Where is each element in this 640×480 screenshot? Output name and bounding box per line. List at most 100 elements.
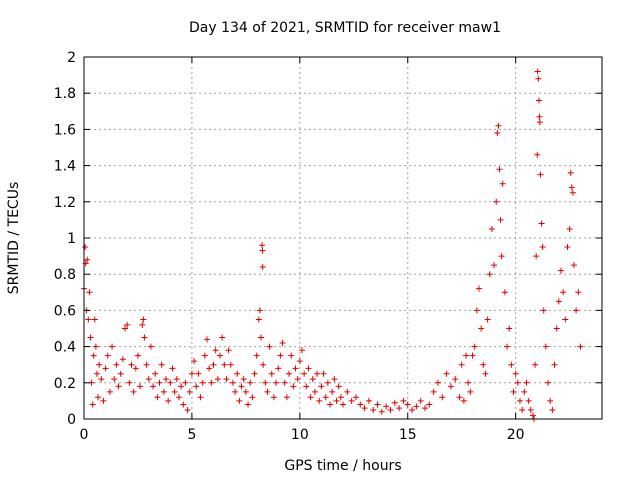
- data-point: [564, 244, 571, 251]
- y-tick-label: 0.8: [54, 267, 76, 283]
- data-points: [81, 68, 584, 422]
- data-point: [259, 247, 266, 254]
- data-point: [383, 403, 390, 410]
- data-point: [348, 397, 355, 404]
- axis-ticks: [83, 56, 602, 420]
- data-point: [471, 343, 478, 350]
- data-point: [320, 370, 327, 377]
- data-point: [575, 289, 582, 296]
- data-point: [96, 361, 103, 368]
- data-point: [504, 343, 511, 350]
- data-point: [165, 397, 172, 404]
- data-point: [311, 388, 318, 395]
- data-point: [318, 383, 325, 390]
- data-point: [240, 376, 247, 383]
- data-point: [191, 358, 198, 365]
- data-point: [365, 397, 372, 404]
- data-point: [225, 347, 232, 354]
- data-point: [566, 225, 573, 232]
- data-point: [562, 316, 569, 323]
- data-point: [128, 361, 135, 368]
- data-point: [536, 113, 543, 120]
- data-point: [523, 379, 530, 386]
- x-tick-labels: 0 5 10 15 20: [80, 427, 525, 443]
- data-point: [514, 379, 521, 386]
- x-tick-label: 5: [187, 427, 196, 443]
- data-point: [167, 379, 174, 386]
- data-point: [255, 316, 262, 323]
- data-point: [496, 166, 503, 173]
- y-tick-label: 1.6: [54, 122, 76, 138]
- data-point: [249, 394, 256, 401]
- data-point: [260, 361, 267, 368]
- y-axis-label: SRMTID / TECUs: [6, 182, 22, 295]
- data-point: [426, 401, 433, 408]
- data-point: [473, 307, 480, 314]
- data-point: [245, 401, 252, 408]
- data-point: [409, 406, 416, 413]
- data-point: [404, 401, 411, 408]
- data-point: [486, 271, 493, 278]
- data-point: [529, 412, 536, 419]
- data-point: [303, 383, 310, 390]
- data-point: [251, 370, 258, 377]
- data-point: [89, 401, 96, 408]
- data-point: [512, 370, 519, 377]
- data-point: [150, 383, 157, 390]
- data-point: [361, 405, 368, 412]
- data-point: [188, 370, 195, 377]
- data-point: [452, 376, 459, 383]
- data-point: [132, 365, 139, 372]
- data-point: [439, 394, 446, 401]
- data-point: [534, 68, 541, 75]
- data-point: [214, 376, 221, 383]
- data-point: [292, 365, 299, 372]
- data-point: [227, 361, 234, 368]
- data-point: [290, 383, 297, 390]
- data-point: [456, 394, 463, 401]
- data-point: [331, 376, 338, 383]
- data-point: [193, 383, 200, 390]
- data-point: [184, 406, 191, 413]
- data-point: [156, 379, 163, 386]
- data-point: [286, 370, 293, 377]
- data-point: [266, 343, 273, 350]
- data-point: [201, 352, 208, 359]
- data-point: [539, 244, 546, 251]
- y-tick-label: 0: [67, 412, 76, 428]
- data-point: [275, 365, 282, 372]
- data-point: [314, 370, 321, 377]
- data-point: [171, 388, 178, 395]
- data-point: [236, 397, 243, 404]
- data-point: [357, 401, 364, 408]
- data-point: [117, 370, 124, 377]
- data-point: [327, 401, 334, 408]
- data-point: [322, 394, 329, 401]
- data-point: [238, 383, 245, 390]
- data-point: [219, 334, 226, 341]
- data-point: [573, 307, 580, 314]
- data-point: [147, 343, 154, 350]
- data-point: [309, 376, 316, 383]
- data-point: [337, 394, 344, 401]
- data-point: [469, 352, 476, 359]
- data-point: [87, 334, 94, 341]
- data-point: [277, 352, 284, 359]
- data-point: [465, 379, 472, 386]
- y-tick-label: 1.4: [54, 159, 76, 175]
- data-point: [447, 383, 454, 390]
- data-point: [537, 171, 544, 178]
- data-point: [495, 122, 502, 129]
- data-point: [210, 361, 217, 368]
- data-point: [547, 397, 554, 404]
- data-point: [92, 343, 99, 350]
- data-point: [247, 379, 254, 386]
- data-point: [370, 406, 377, 413]
- data-point: [270, 394, 277, 401]
- data-point: [305, 365, 312, 372]
- data-point: [279, 339, 286, 346]
- data-point: [130, 388, 137, 395]
- data-point: [352, 394, 359, 401]
- data-point: [480, 361, 487, 368]
